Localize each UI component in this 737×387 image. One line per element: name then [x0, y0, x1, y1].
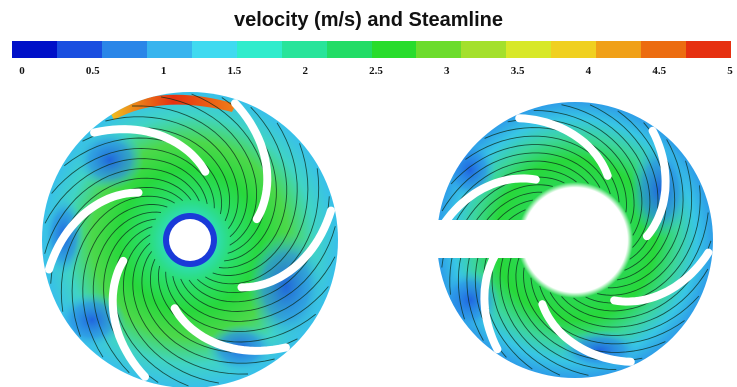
impeller-blade [170, 304, 290, 355]
impeller-blade [231, 99, 272, 224]
streamline [71, 195, 175, 337]
colorbar-cell [686, 41, 731, 58]
impeller-blade [642, 126, 670, 241]
colorbar-cell [596, 41, 642, 58]
streamline [507, 244, 617, 371]
colorbar-tick-label: 5 [727, 65, 733, 77]
colorbar-tick-label: 4 [585, 65, 592, 77]
colorbar-cell [146, 41, 192, 58]
streamline [561, 104, 651, 248]
streamline [589, 104, 659, 260]
impeller-blade [237, 206, 335, 292]
streamline [597, 160, 693, 296]
colorbar-cell [56, 41, 102, 58]
streamline [44, 158, 208, 224]
colorbar-cell [371, 41, 417, 58]
streamline [218, 106, 288, 269]
impeller-blade [45, 188, 143, 274]
colorbar-tick-label: 1.5 [227, 65, 242, 77]
impeller-blade [538, 300, 635, 366]
streamline [44, 168, 200, 254]
streamline [539, 285, 700, 336]
impeller-right [425, 102, 713, 378]
streamline [585, 185, 701, 304]
colorbar-cell [191, 41, 237, 58]
colorbar-cell [551, 41, 597, 58]
streamline [607, 139, 684, 289]
streamline [465, 135, 620, 203]
high-velocity-zone [110, 94, 236, 120]
velocity-colorbar [12, 41, 731, 58]
colorbar-tick-label: 1 [160, 65, 167, 77]
streamline [51, 147, 215, 209]
colorbar-tick-labels: 0 0.5 1 1.5 2 2.5 3 3.5 4 4.5 5 [0, 65, 737, 81]
streamline [122, 234, 219, 384]
streamline [212, 122, 298, 276]
impeller-left [42, 92, 338, 387]
colorbar-cell [101, 41, 147, 58]
streamline [141, 251, 275, 364]
streamline [105, 116, 239, 229]
colorbar-tick-label: 2.5 [369, 65, 383, 77]
streamline [450, 144, 611, 195]
impeller-blade [90, 125, 210, 176]
colorbar-cell [12, 41, 57, 58]
colorbar-cell [506, 41, 552, 58]
blades-right [437, 114, 713, 366]
streamline [161, 96, 258, 246]
colorbar-tick-label: 3 [444, 65, 450, 77]
blades-left [45, 99, 335, 381]
impeller-blade [515, 114, 612, 180]
streamline [131, 105, 248, 238]
colorbar-tick-label: 0.5 [85, 65, 100, 77]
figure-title: velocity (m/s) and Steamline [234, 9, 503, 31]
streamline [549, 268, 709, 328]
colorbar-tick-label: 2 [302, 65, 308, 77]
streamline [441, 152, 601, 212]
colorbar-cell [281, 41, 327, 58]
colorbar-tick-label: 0 [19, 65, 25, 77]
streamline [132, 242, 249, 375]
streamline [457, 184, 553, 320]
low-velocity-zone [630, 142, 690, 238]
streamline [533, 109, 643, 236]
colorbar-tick-label: 4.5 [652, 65, 667, 77]
streamline [92, 211, 162, 374]
colorbar-cell [416, 41, 462, 58]
colorbar-cell [236, 41, 282, 58]
streamline [180, 226, 336, 312]
impeller-blade [108, 256, 149, 381]
impeller-right-cutout [425, 220, 575, 258]
streamline [205, 143, 309, 285]
streamline [530, 277, 685, 345]
impeller-left-hub-eye [169, 219, 211, 261]
streamline [82, 204, 168, 358]
low-velocity-zone [444, 140, 496, 200]
impeller-blade [437, 174, 540, 232]
impeller-blade [610, 248, 713, 306]
streamline [172, 256, 336, 322]
colorbar-tick-label: 3.5 [510, 65, 525, 77]
low-velocity-zone [76, 130, 144, 190]
colorbar-cell [461, 41, 507, 58]
streamline [165, 271, 329, 333]
colorbar-cell [326, 41, 372, 58]
colorbar-cell [641, 41, 687, 58]
